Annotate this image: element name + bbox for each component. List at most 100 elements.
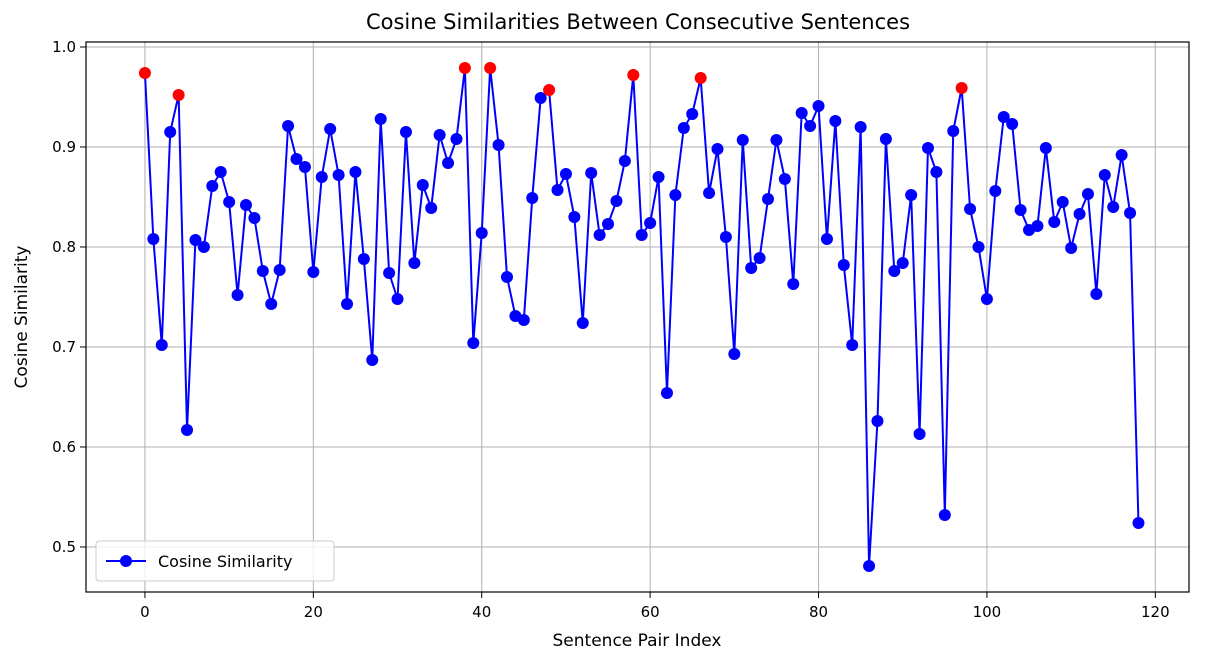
legend-point-marker: [120, 555, 132, 567]
data-point: [442, 157, 455, 169]
data-point: [1073, 208, 1086, 220]
data-point: [298, 161, 311, 173]
data-point: [551, 184, 564, 196]
data-point: [879, 133, 892, 145]
data-point: [930, 166, 943, 178]
data-point: [660, 387, 673, 399]
data-point: [341, 298, 354, 310]
data-point: [1006, 118, 1019, 130]
y-axis-label: Cosine Similarity: [12, 246, 32, 389]
x-tick-label: 40: [472, 603, 491, 621]
data-point: [408, 257, 421, 269]
data-point: [147, 233, 160, 245]
highlighted-data-point: [458, 62, 471, 74]
data-point: [921, 142, 934, 154]
data-point: [307, 266, 320, 278]
data-point: [290, 153, 303, 165]
data-point: [206, 180, 219, 192]
y-tick-label: 0.7: [52, 338, 76, 356]
data-point: [425, 202, 438, 214]
data-point: [610, 195, 623, 207]
data-point: [913, 428, 926, 440]
data-point: [500, 271, 513, 283]
data-point: [374, 113, 387, 125]
data-point: [686, 108, 699, 120]
data-point: [804, 120, 817, 132]
data-point: [871, 415, 884, 427]
data-point: [366, 354, 379, 366]
data-point: [164, 126, 177, 138]
data-point: [787, 278, 800, 290]
data-point: [989, 185, 1002, 197]
chart-title: Cosine Similarities Between Consecutive …: [366, 10, 910, 34]
highlighted-data-point: [543, 84, 556, 96]
data-point: [231, 289, 244, 301]
x-tick-label: 120: [1141, 603, 1170, 621]
data-point: [181, 424, 194, 436]
data-point: [1090, 288, 1103, 300]
data-point: [1065, 242, 1078, 254]
data-point: [770, 134, 783, 146]
data-point: [349, 166, 362, 178]
data-point: [399, 126, 412, 138]
data-point: [475, 227, 488, 239]
data-point: [888, 265, 901, 277]
plot-area: [86, 42, 1189, 592]
data-point: [559, 168, 572, 180]
data-point: [602, 218, 615, 230]
data-point: [854, 121, 867, 133]
legend: Cosine Similarity: [95, 540, 335, 582]
data-point: [1098, 169, 1111, 181]
data-point: [938, 509, 951, 521]
data-point: [1132, 517, 1145, 529]
y-tick-label: 1.0: [52, 38, 76, 56]
legend-label: Cosine Similarity: [158, 552, 292, 571]
data-point: [265, 298, 278, 310]
y-axis-ticks: 0.5 0.6 0.7 0.8 0.9 1.0: [52, 38, 86, 556]
data-point: [526, 192, 539, 204]
data-point: [795, 107, 808, 119]
y-tick-label: 0.5: [52, 538, 76, 556]
highlighted-data-point: [138, 67, 151, 79]
data-point: [1081, 188, 1094, 200]
highlighted-data-point: [694, 72, 707, 84]
data-point: [736, 134, 749, 146]
data-point: [223, 196, 236, 208]
data-point: [703, 187, 716, 199]
data-point: [644, 217, 657, 229]
data-point: [635, 229, 648, 241]
data-point: [391, 293, 404, 305]
data-point: [1056, 196, 1069, 208]
data-point: [896, 257, 909, 269]
data-point: [214, 166, 227, 178]
y-tick-label: 0.9: [52, 138, 76, 156]
data-point: [812, 100, 825, 112]
x-axis-ticks: 0 20 40 60 80 100 120: [140, 592, 1170, 621]
data-point: [450, 133, 463, 145]
data-point: [1107, 201, 1120, 213]
data-point: [997, 111, 1010, 123]
data-point: [677, 122, 690, 134]
data-point: [762, 193, 775, 205]
x-tick-label: 0: [140, 603, 150, 621]
data-point: [189, 234, 202, 246]
data-point: [728, 348, 741, 360]
x-tick-label: 20: [304, 603, 323, 621]
data-point: [905, 189, 918, 201]
plot-frame: [85, 41, 1190, 593]
series-cosine-similarity: [138, 62, 1145, 572]
data-point: [568, 211, 581, 223]
data-point: [1039, 142, 1052, 154]
data-point: [282, 120, 295, 132]
data-point: [332, 169, 345, 181]
highlighted-data-point: [484, 62, 497, 74]
x-tick-label: 100: [973, 603, 1002, 621]
data-point: [239, 199, 252, 211]
data-point: [719, 231, 732, 243]
data-point: [593, 229, 606, 241]
x-tick-label: 80: [809, 603, 828, 621]
data-point: [753, 252, 766, 264]
data-point: [273, 264, 286, 276]
data-point: [829, 115, 842, 127]
